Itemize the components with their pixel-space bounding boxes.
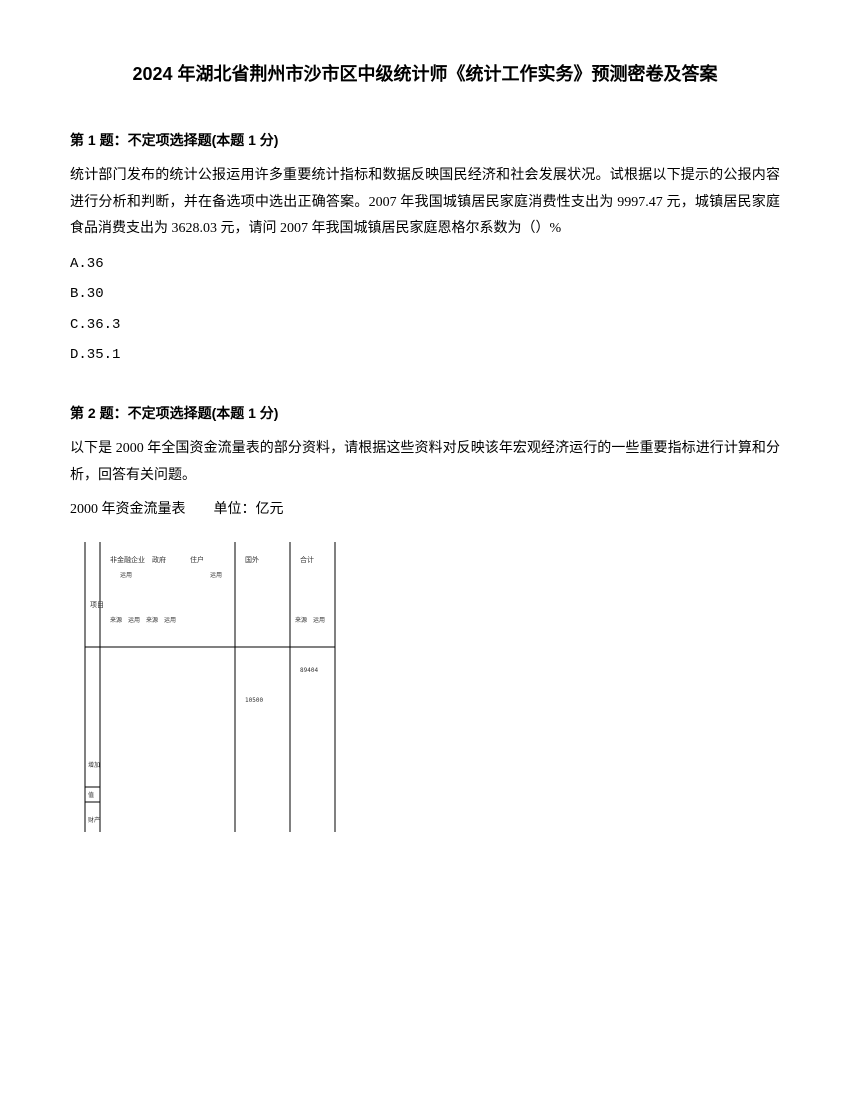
svg-text:增加: 增加 (88, 761, 100, 769)
svg-text:财产: 财产 (88, 816, 100, 824)
svg-text:运用: 运用 (120, 571, 132, 579)
svg-text:来源 运用 来源 运用: 来源 运用 来源 运用 (110, 616, 176, 624)
svg-text:来源 运用: 来源 运用 (295, 616, 325, 624)
q1-header: 第 1 题：不定项选择题(本题 1 分) (70, 129, 780, 151)
svg-text:项目: 项目 (90, 601, 104, 609)
page-title: 2024 年湖北省荆州市沙市区中级统计师《统计工作实务》预测密卷及答案 (70, 60, 780, 89)
svg-text:值: 值 (88, 791, 94, 799)
svg-text:89404: 89404 (300, 667, 318, 674)
question-2: 第 2 题：不定项选择题(本题 1 分) 以下是 2000 年全国资金流量表的部… (70, 402, 780, 837)
q1-option-d: D.35.1 (70, 344, 780, 366)
q2-table-caption: 2000 年资金流量表 单位：亿元 (70, 499, 780, 521)
q1-option-b: B.30 (70, 283, 780, 305)
svg-text:合计: 合计 (300, 555, 314, 564)
q1-option-c: C.36.3 (70, 314, 780, 336)
svg-text:国外: 国外 (245, 555, 259, 564)
q2-text: 以下是 2000 年全国资金流量表的部分资料，请根据这些资料对反映该年宏观经济运… (70, 436, 780, 489)
svg-text:住户: 住户 (190, 555, 204, 564)
q1-text: 统计部门发布的统计公报运用许多重要统计指标和数据反映国民经济和社会发展状况。试根… (70, 163, 780, 243)
svg-text:运用: 运用 (210, 571, 222, 579)
q1-option-a: A.36 (70, 253, 780, 275)
q2-table: 非金融企业 政府 住户 国外 合计 运用 运用 项目 来源 运用 来源 运用 来… (70, 537, 350, 837)
svg-text:10500: 10500 (245, 697, 263, 704)
q2-header: 第 2 题：不定项选择题(本题 1 分) (70, 402, 780, 424)
svg-text:非金融企业 政府: 非金融企业 政府 (110, 555, 166, 564)
question-1: 第 1 题：不定项选择题(本题 1 分) 统计部门发布的统计公报运用许多重要统计… (70, 129, 780, 367)
